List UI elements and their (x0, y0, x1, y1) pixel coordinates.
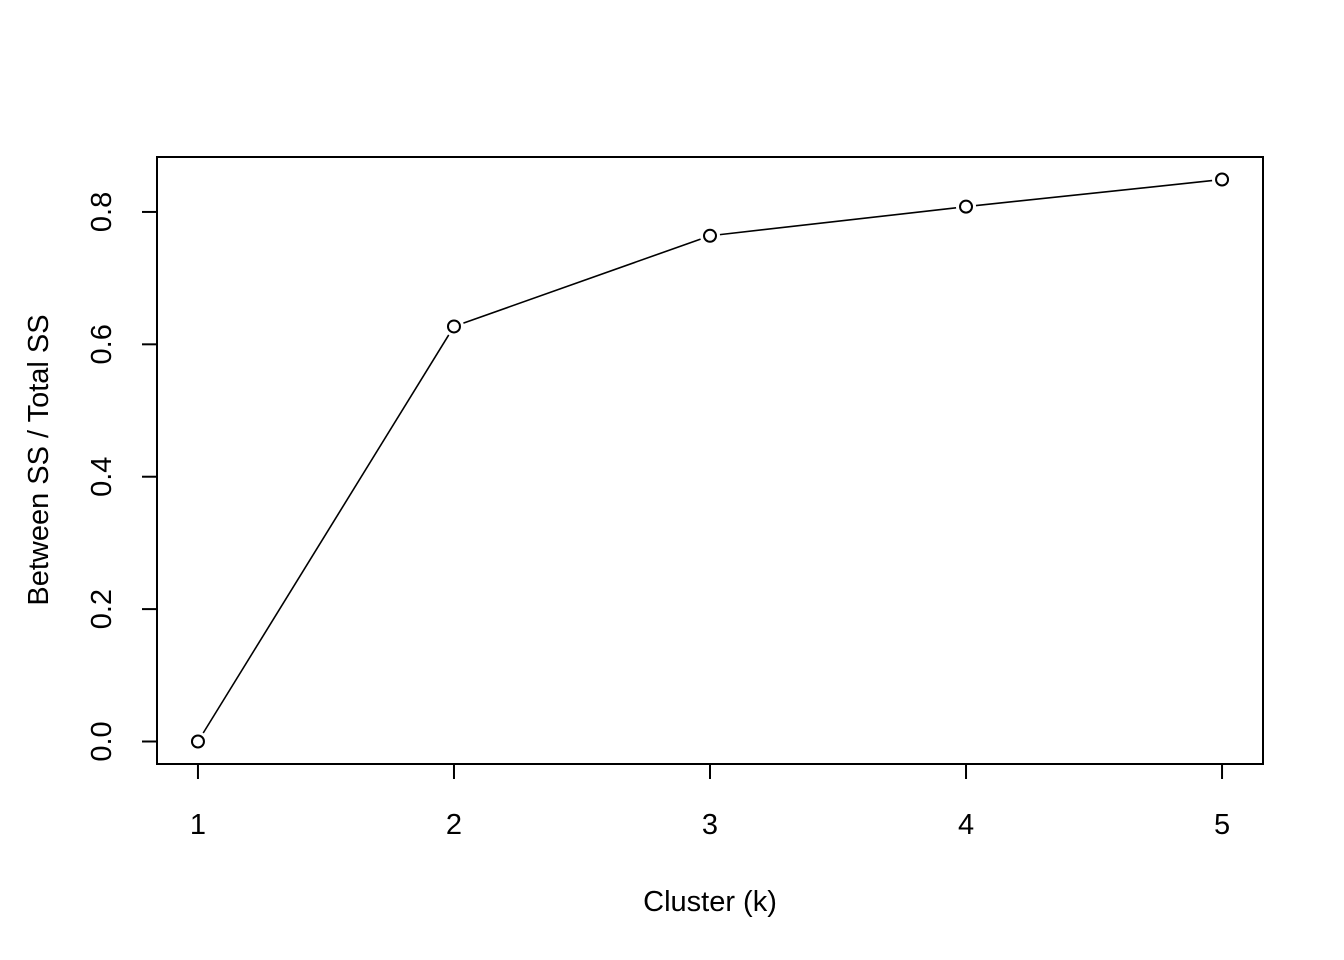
series-layer (190, 172, 1230, 749)
y-tick-label: 0.6 (86, 324, 118, 364)
x-axis-label: Cluster (k) (643, 886, 777, 918)
y-axis: 0.0 0.2 0.4 0.6 0.8 (86, 192, 158, 762)
y-tick-label: 0.0 (86, 721, 118, 761)
y-tick-label: 0.8 (86, 192, 118, 232)
x-axis: 1 2 3 4 5 (190, 763, 1230, 841)
data-point (959, 199, 974, 214)
series-line-segment (975, 179, 1213, 207)
y-axis-label: Between SS / Total SS (23, 314, 55, 605)
x-tick-label: 4 (958, 809, 974, 841)
series-line-segment (463, 238, 701, 324)
y-tick-label: 0.4 (86, 457, 118, 497)
plot-frame (156, 156, 1264, 765)
data-point (446, 319, 461, 334)
series-line-segment (719, 206, 957, 236)
data-point (190, 734, 205, 749)
data-point (1215, 172, 1230, 187)
y-tick-label: 0.2 (86, 589, 118, 629)
x-tick-label: 2 (446, 809, 462, 841)
x-tick-label: 1 (190, 809, 206, 841)
series-line-segment (202, 334, 450, 734)
data-point (703, 228, 717, 243)
x-tick-label: 5 (1214, 809, 1230, 841)
x-tick-label: 3 (702, 809, 718, 841)
